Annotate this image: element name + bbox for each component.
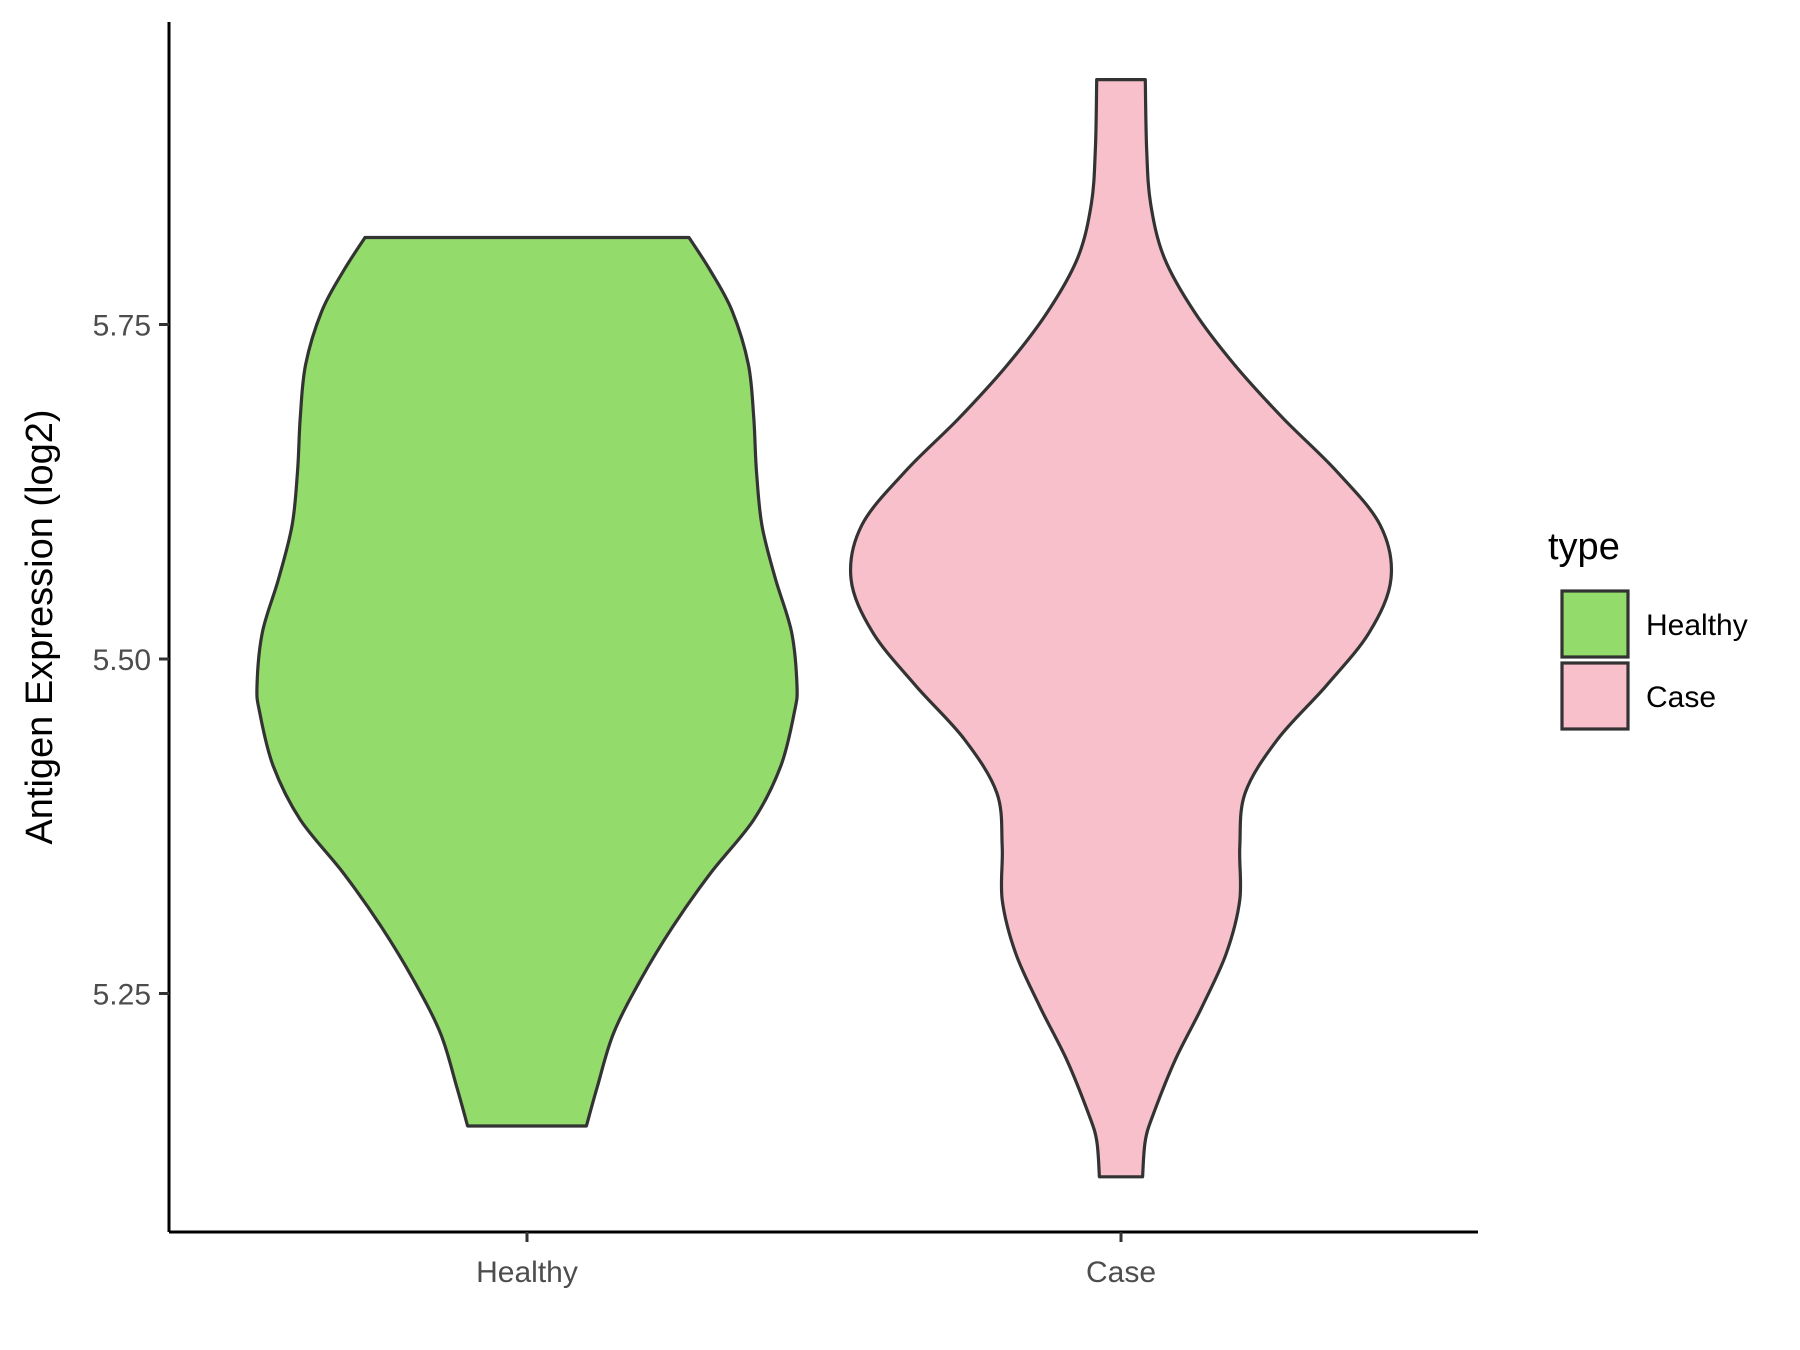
- y-axis-ticks: 5.25 5.50 5.75: [93, 310, 169, 1012]
- legend-swatch-case: [1560, 661, 1630, 731]
- violin-case: [848, 78, 1394, 1179]
- legend-label-healthy: Healthy: [1646, 609, 1748, 642]
- violin-healthy: [255, 235, 799, 1128]
- y-axis-title: Antigen Expression (log2): [19, 409, 61, 844]
- x-tick-label: Case: [1086, 1256, 1156, 1289]
- x-tick-label: Healthy: [476, 1256, 578, 1289]
- violin-layer: [255, 78, 1394, 1179]
- legend-swatch-healthy: [1560, 589, 1630, 659]
- legend-label-case: Case: [1646, 681, 1716, 714]
- legend-title: type: [1548, 526, 1620, 568]
- x-axis-ticks: Healthy Case: [476, 1232, 1156, 1289]
- legend: type Healthy Case: [1548, 526, 1748, 731]
- y-tick-label: 5.75: [93, 310, 151, 343]
- y-tick-label: 5.50: [93, 644, 151, 677]
- y-tick-label: 5.25: [93, 979, 151, 1012]
